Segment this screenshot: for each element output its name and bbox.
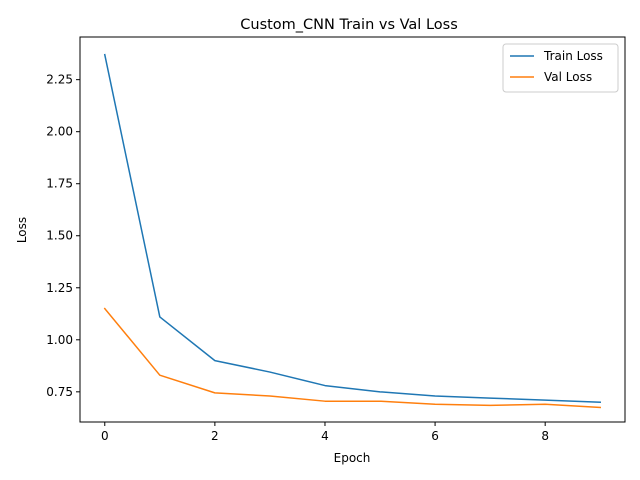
series-line-train-loss — [103, 53, 602, 404]
legend-label-train: Train Loss — [543, 49, 603, 63]
x-axis-label: Epoch — [334, 451, 371, 465]
y-tick-label: 1.25 — [46, 281, 73, 295]
plot-frame — [79, 36, 626, 423]
y-tick-label: 0.75 — [46, 385, 73, 399]
series-line-val-loss — [103, 307, 602, 409]
x-tick-label: 0 — [101, 429, 109, 443]
series-layer — [103, 53, 602, 409]
legend-label-val: Val Loss — [544, 70, 592, 84]
x-axis-ticks: 0 2 4 6 8 — [101, 422, 549, 443]
chart-title: Custom_CNN Train vs Val Loss — [240, 17, 458, 33]
x-tick-label: 4 — [321, 429, 329, 443]
x-tick-label: 6 — [431, 429, 439, 443]
x-tick-label: 8 — [541, 429, 549, 443]
y-tick-label: 1.75 — [46, 177, 73, 191]
y-axis-ticks: 0.75 1.00 1.25 1.50 1.75 2.00 2.25 — [46, 73, 80, 399]
legend: Train Loss Val Loss — [502, 43, 619, 93]
y-tick-label: 2.25 — [46, 73, 73, 87]
plot-area — [80, 37, 625, 422]
y-tick-label: 1.50 — [46, 229, 73, 243]
y-axis-label: Loss — [15, 217, 29, 243]
x-tick-label: 2 — [211, 429, 219, 443]
y-tick-label: 1.00 — [46, 333, 73, 347]
y-tick-label: 2.00 — [46, 125, 73, 139]
